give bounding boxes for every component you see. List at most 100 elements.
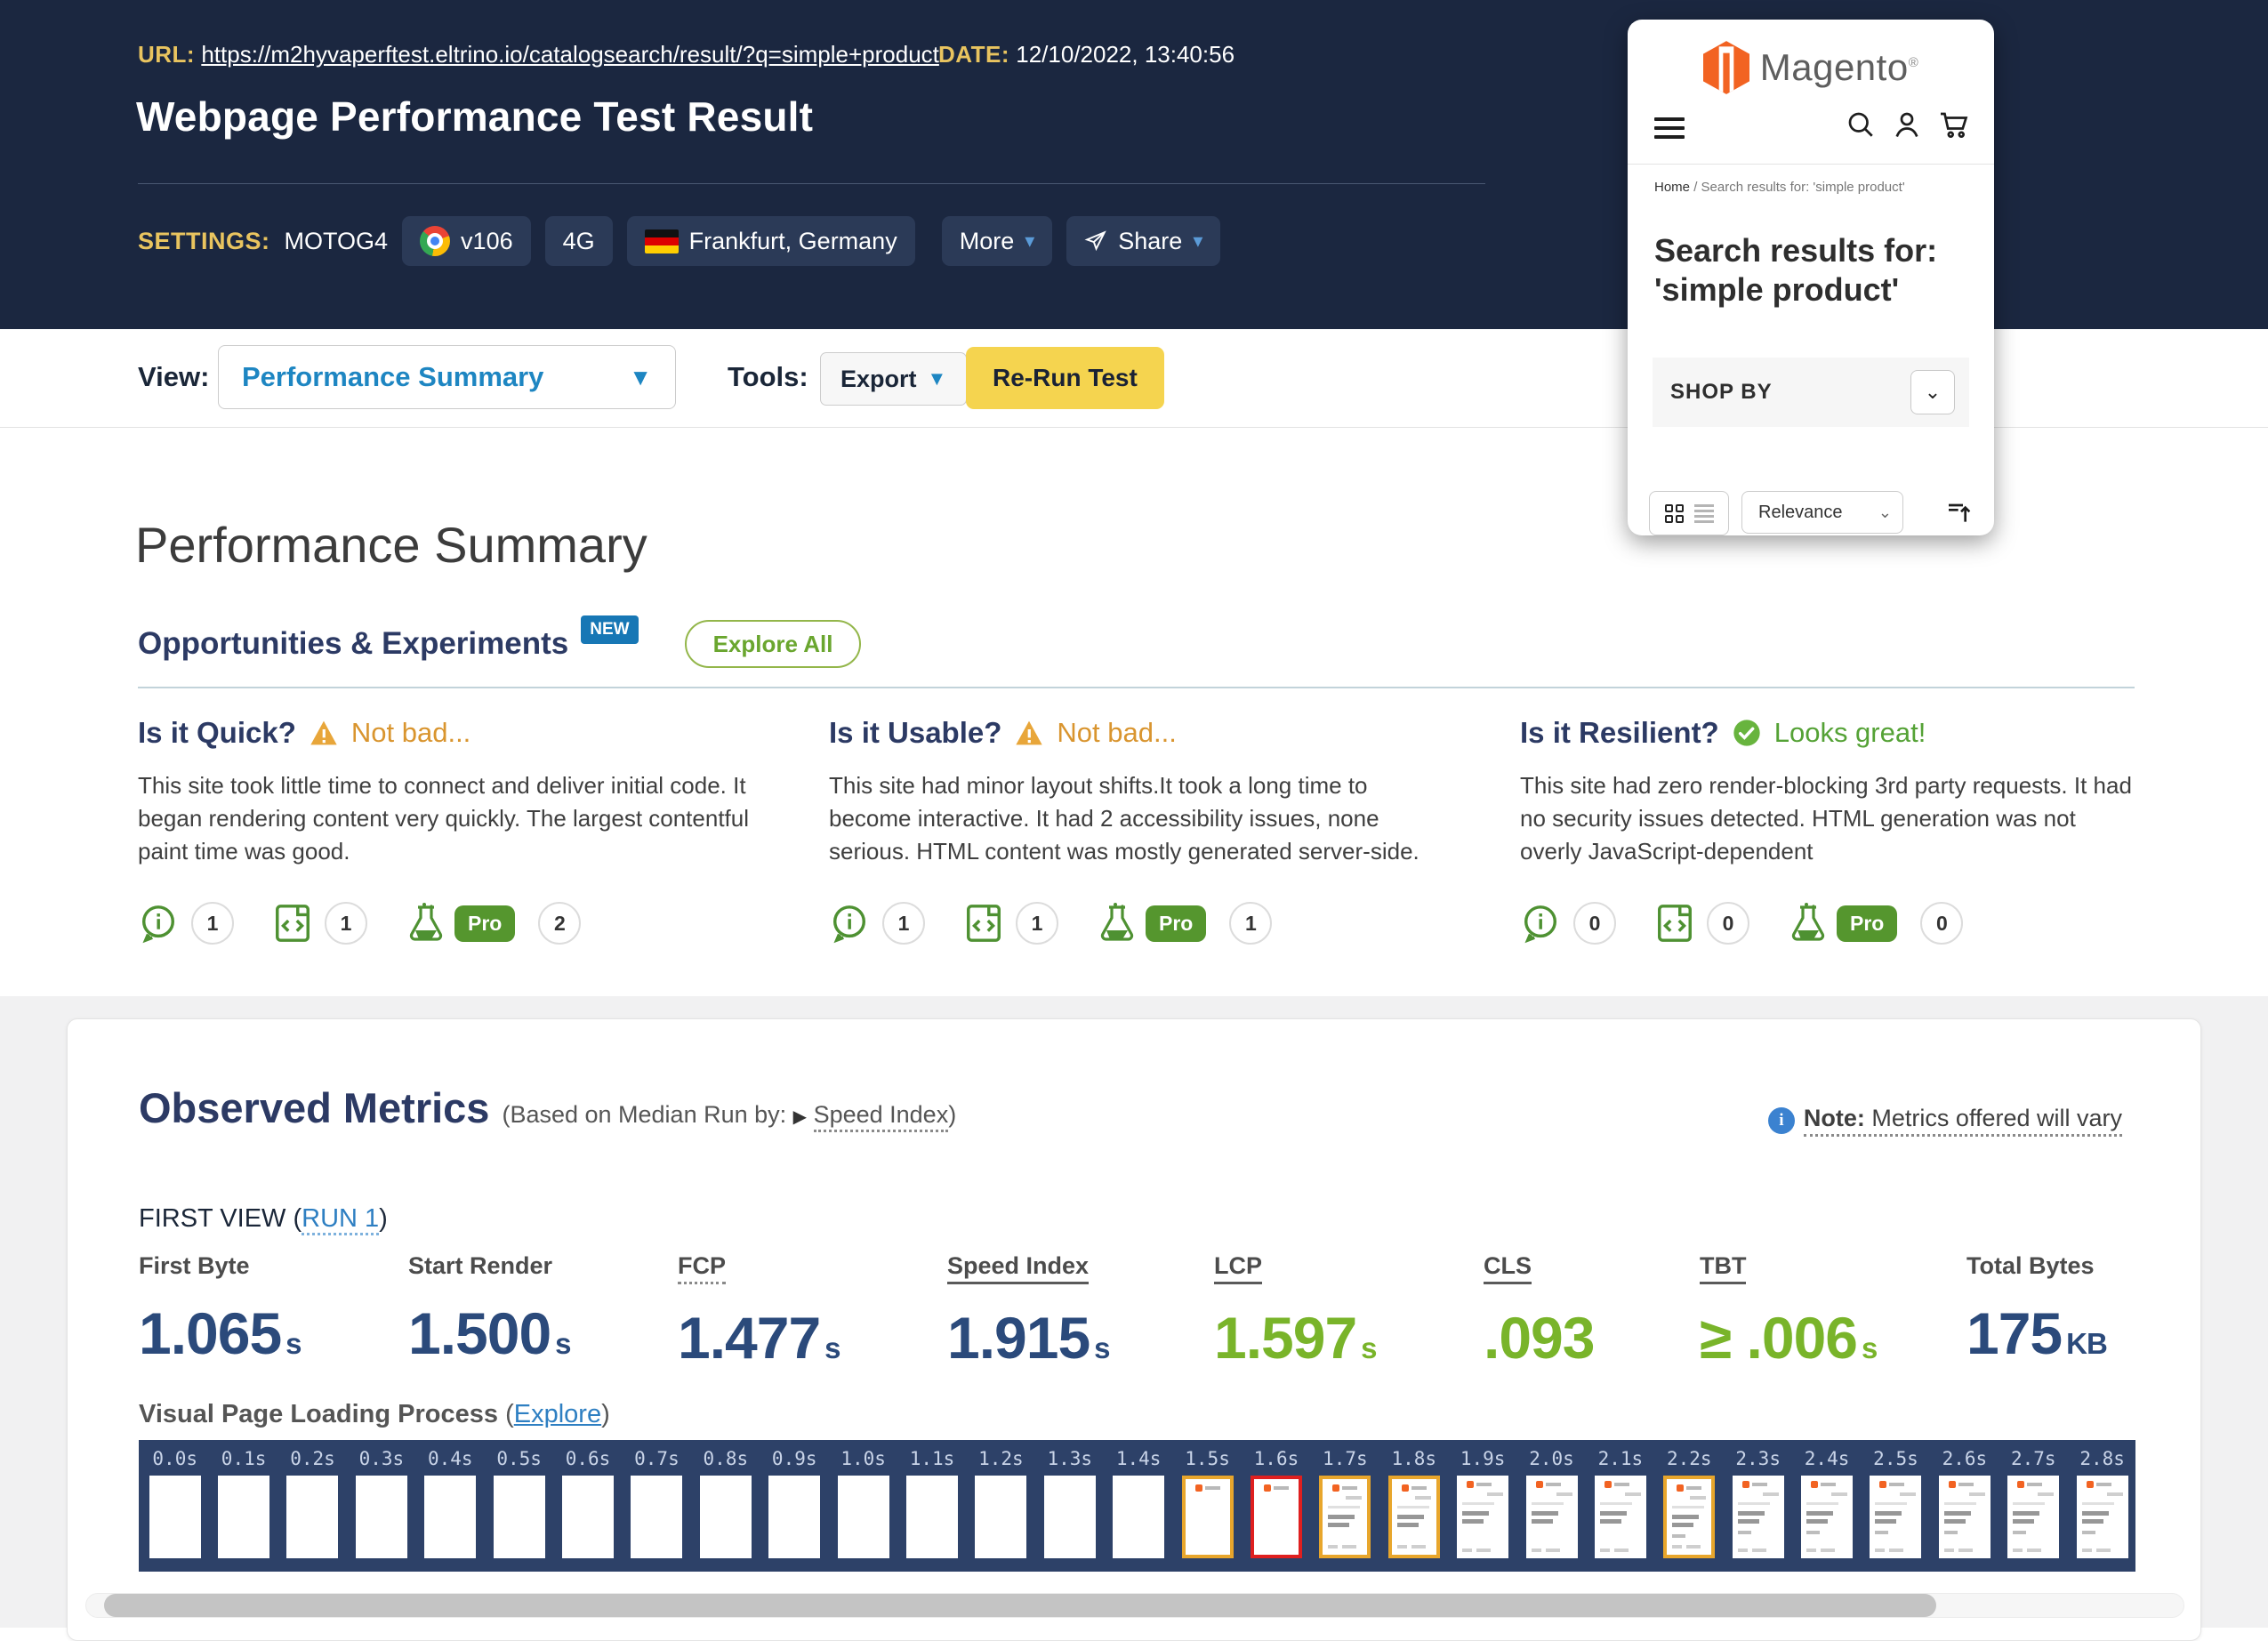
film-thumbnail[interactable] — [1870, 1476, 1922, 1558]
film-thumbnail[interactable] — [562, 1476, 615, 1558]
experiment-flask-icon[interactable] — [1098, 902, 1137, 945]
experiment-flask-icon[interactable] — [406, 902, 446, 945]
info-bubble-icon[interactable] — [1520, 903, 1561, 944]
film-thumbnail[interactable] — [493, 1476, 545, 1558]
film-thumbnail[interactable] — [424, 1476, 477, 1558]
sort-select[interactable]: Relevance ⌄ — [1741, 491, 1903, 534]
filmstrip-scrollbar-track[interactable] — [85, 1593, 2184, 1618]
film-thumbnail[interactable] — [1387, 1476, 1440, 1558]
shop-by-expand-button[interactable]: ⌄ — [1910, 370, 1955, 414]
film-frame[interactable]: 0.4s — [416, 1440, 485, 1558]
breadcrumb-home[interactable]: Home — [1654, 180, 1691, 195]
film-frame[interactable]: 2.3s — [1724, 1440, 1792, 1558]
film-frame[interactable]: 0.5s — [485, 1440, 553, 1558]
film-thumbnail[interactable] — [1525, 1476, 1578, 1558]
export-button[interactable]: Export ▼ — [820, 352, 968, 406]
film-frame[interactable]: 0.7s — [623, 1440, 691, 1558]
film-thumbnail[interactable] — [1113, 1476, 1165, 1558]
experiment-flask-icon[interactable] — [1789, 902, 1828, 945]
code-doc-icon[interactable] — [964, 903, 1003, 944]
menu-icon[interactable] — [1654, 112, 1685, 144]
cart-icon[interactable] — [1937, 109, 1971, 141]
film-thumbnail[interactable] — [1594, 1476, 1646, 1558]
browser-chip[interactable]: v106 — [402, 216, 531, 266]
info-count-badge[interactable]: 0 — [1573, 902, 1616, 945]
film-frame[interactable]: 0.9s — [760, 1440, 829, 1558]
film-thumbnail[interactable] — [631, 1476, 683, 1558]
tested-url-link[interactable]: https://m2hyvaperftest.eltrino.io/catalo… — [201, 41, 939, 68]
info-bubble-icon[interactable] — [138, 903, 179, 944]
more-button[interactable]: More ▾ — [941, 216, 1053, 266]
film-thumbnail[interactable] — [1801, 1476, 1854, 1558]
film-frame[interactable]: 1.8s — [1379, 1440, 1448, 1558]
film-thumbnail[interactable] — [1181, 1476, 1234, 1558]
film-frame[interactable]: 0.2s — [278, 1440, 347, 1558]
film-frame[interactable]: 1.3s — [1035, 1440, 1104, 1558]
code-doc-icon[interactable] — [1655, 903, 1694, 944]
film-thumbnail[interactable] — [1732, 1476, 1784, 1558]
film-thumbnail[interactable] — [218, 1476, 270, 1558]
film-frame[interactable]: 0.8s — [691, 1440, 760, 1558]
metric-label[interactable]: LCP — [1214, 1252, 1262, 1284]
experiment-count-badge[interactable]: 0 — [1920, 902, 1964, 945]
film-frame[interactable]: 2.4s — [1792, 1440, 1861, 1558]
grid-view-icon[interactable] — [1664, 503, 1684, 523]
film-thumbnail[interactable] — [1043, 1476, 1096, 1558]
film-thumbnail[interactable] — [1938, 1476, 1991, 1558]
film-thumbnail[interactable] — [2007, 1476, 2060, 1558]
filmstrip-scrollbar-thumb[interactable] — [104, 1594, 1936, 1617]
explore-link[interactable]: Explore — [513, 1400, 602, 1428]
film-frame[interactable]: 2.0s — [1517, 1440, 1586, 1558]
film-frame[interactable]: 2.7s — [1999, 1440, 2068, 1558]
account-icon[interactable] — [1891, 109, 1923, 141]
view-mode-toggle[interactable] — [1649, 491, 1729, 535]
film-thumbnail[interactable] — [355, 1476, 407, 1558]
code-doc-icon[interactable] — [273, 903, 312, 944]
film-thumbnail[interactable] — [768, 1476, 821, 1558]
shop-by-bar[interactable]: SHOP BY ⌄ — [1653, 358, 1969, 427]
metric-label[interactable]: FCP — [678, 1252, 726, 1284]
film-frame[interactable]: 2.2s — [1655, 1440, 1724, 1558]
code-count-badge[interactable]: 0 — [1707, 902, 1749, 945]
film-frame[interactable]: 1.6s — [1242, 1440, 1310, 1558]
film-thumbnail[interactable] — [2076, 1476, 2128, 1558]
film-frame[interactable]: 1.1s — [897, 1440, 966, 1558]
film-thumbnail[interactable] — [1663, 1476, 1716, 1558]
share-button[interactable]: Share ▾ — [1066, 216, 1221, 266]
film-frame[interactable]: 1.4s — [1104, 1440, 1172, 1558]
film-frame[interactable]: 1.5s — [1173, 1440, 1242, 1558]
film-thumbnail[interactable] — [1457, 1476, 1509, 1558]
speed-index-link[interactable]: Speed Index — [813, 1101, 949, 1132]
film-frame[interactable]: 0.3s — [347, 1440, 415, 1558]
film-frame[interactable]: 1.7s — [1311, 1440, 1379, 1558]
film-frame[interactable]: 1.0s — [829, 1440, 897, 1558]
code-count-badge[interactable]: 1 — [325, 902, 367, 945]
film-thumbnail[interactable] — [286, 1476, 339, 1558]
sort-direction-button[interactable] — [1944, 498, 1974, 527]
code-count-badge[interactable]: 1 — [1016, 902, 1058, 945]
film-frame[interactable]: 0.6s — [553, 1440, 622, 1558]
film-thumbnail[interactable] — [975, 1476, 1027, 1558]
search-icon[interactable] — [1845, 109, 1877, 141]
experiment-count-badge[interactable]: 2 — [538, 902, 582, 945]
metric-label[interactable]: CLS — [1484, 1252, 1532, 1284]
film-thumbnail[interactable] — [699, 1476, 752, 1558]
film-frame[interactable]: 1.9s — [1448, 1440, 1516, 1558]
film-frame[interactable]: 2.1s — [1586, 1440, 1654, 1558]
film-frame[interactable]: 0.1s — [209, 1440, 277, 1558]
film-frame[interactable]: 2.8s — [2068, 1440, 2135, 1558]
film-thumbnail[interactable] — [837, 1476, 889, 1558]
explore-all-button[interactable]: Explore All — [684, 620, 862, 668]
film-frame[interactable]: 2.6s — [1930, 1440, 1999, 1558]
list-view-icon[interactable] — [1693, 502, 1714, 526]
info-bubble-icon[interactable] — [829, 903, 870, 944]
film-thumbnail[interactable] — [149, 1476, 201, 1558]
film-frame[interactable]: 0.0s — [141, 1440, 209, 1558]
metric-label[interactable]: Speed Index — [947, 1252, 1090, 1284]
rerun-test-button[interactable]: Re-Run Test — [966, 347, 1164, 409]
film-frame[interactable]: 2.5s — [1862, 1440, 1930, 1558]
film-thumbnail[interactable] — [1319, 1476, 1371, 1558]
info-count-badge[interactable]: 1 — [882, 902, 925, 945]
location-chip[interactable]: Frankfurt, Germany — [626, 216, 915, 266]
network-chip[interactable]: 4G — [544, 216, 613, 266]
